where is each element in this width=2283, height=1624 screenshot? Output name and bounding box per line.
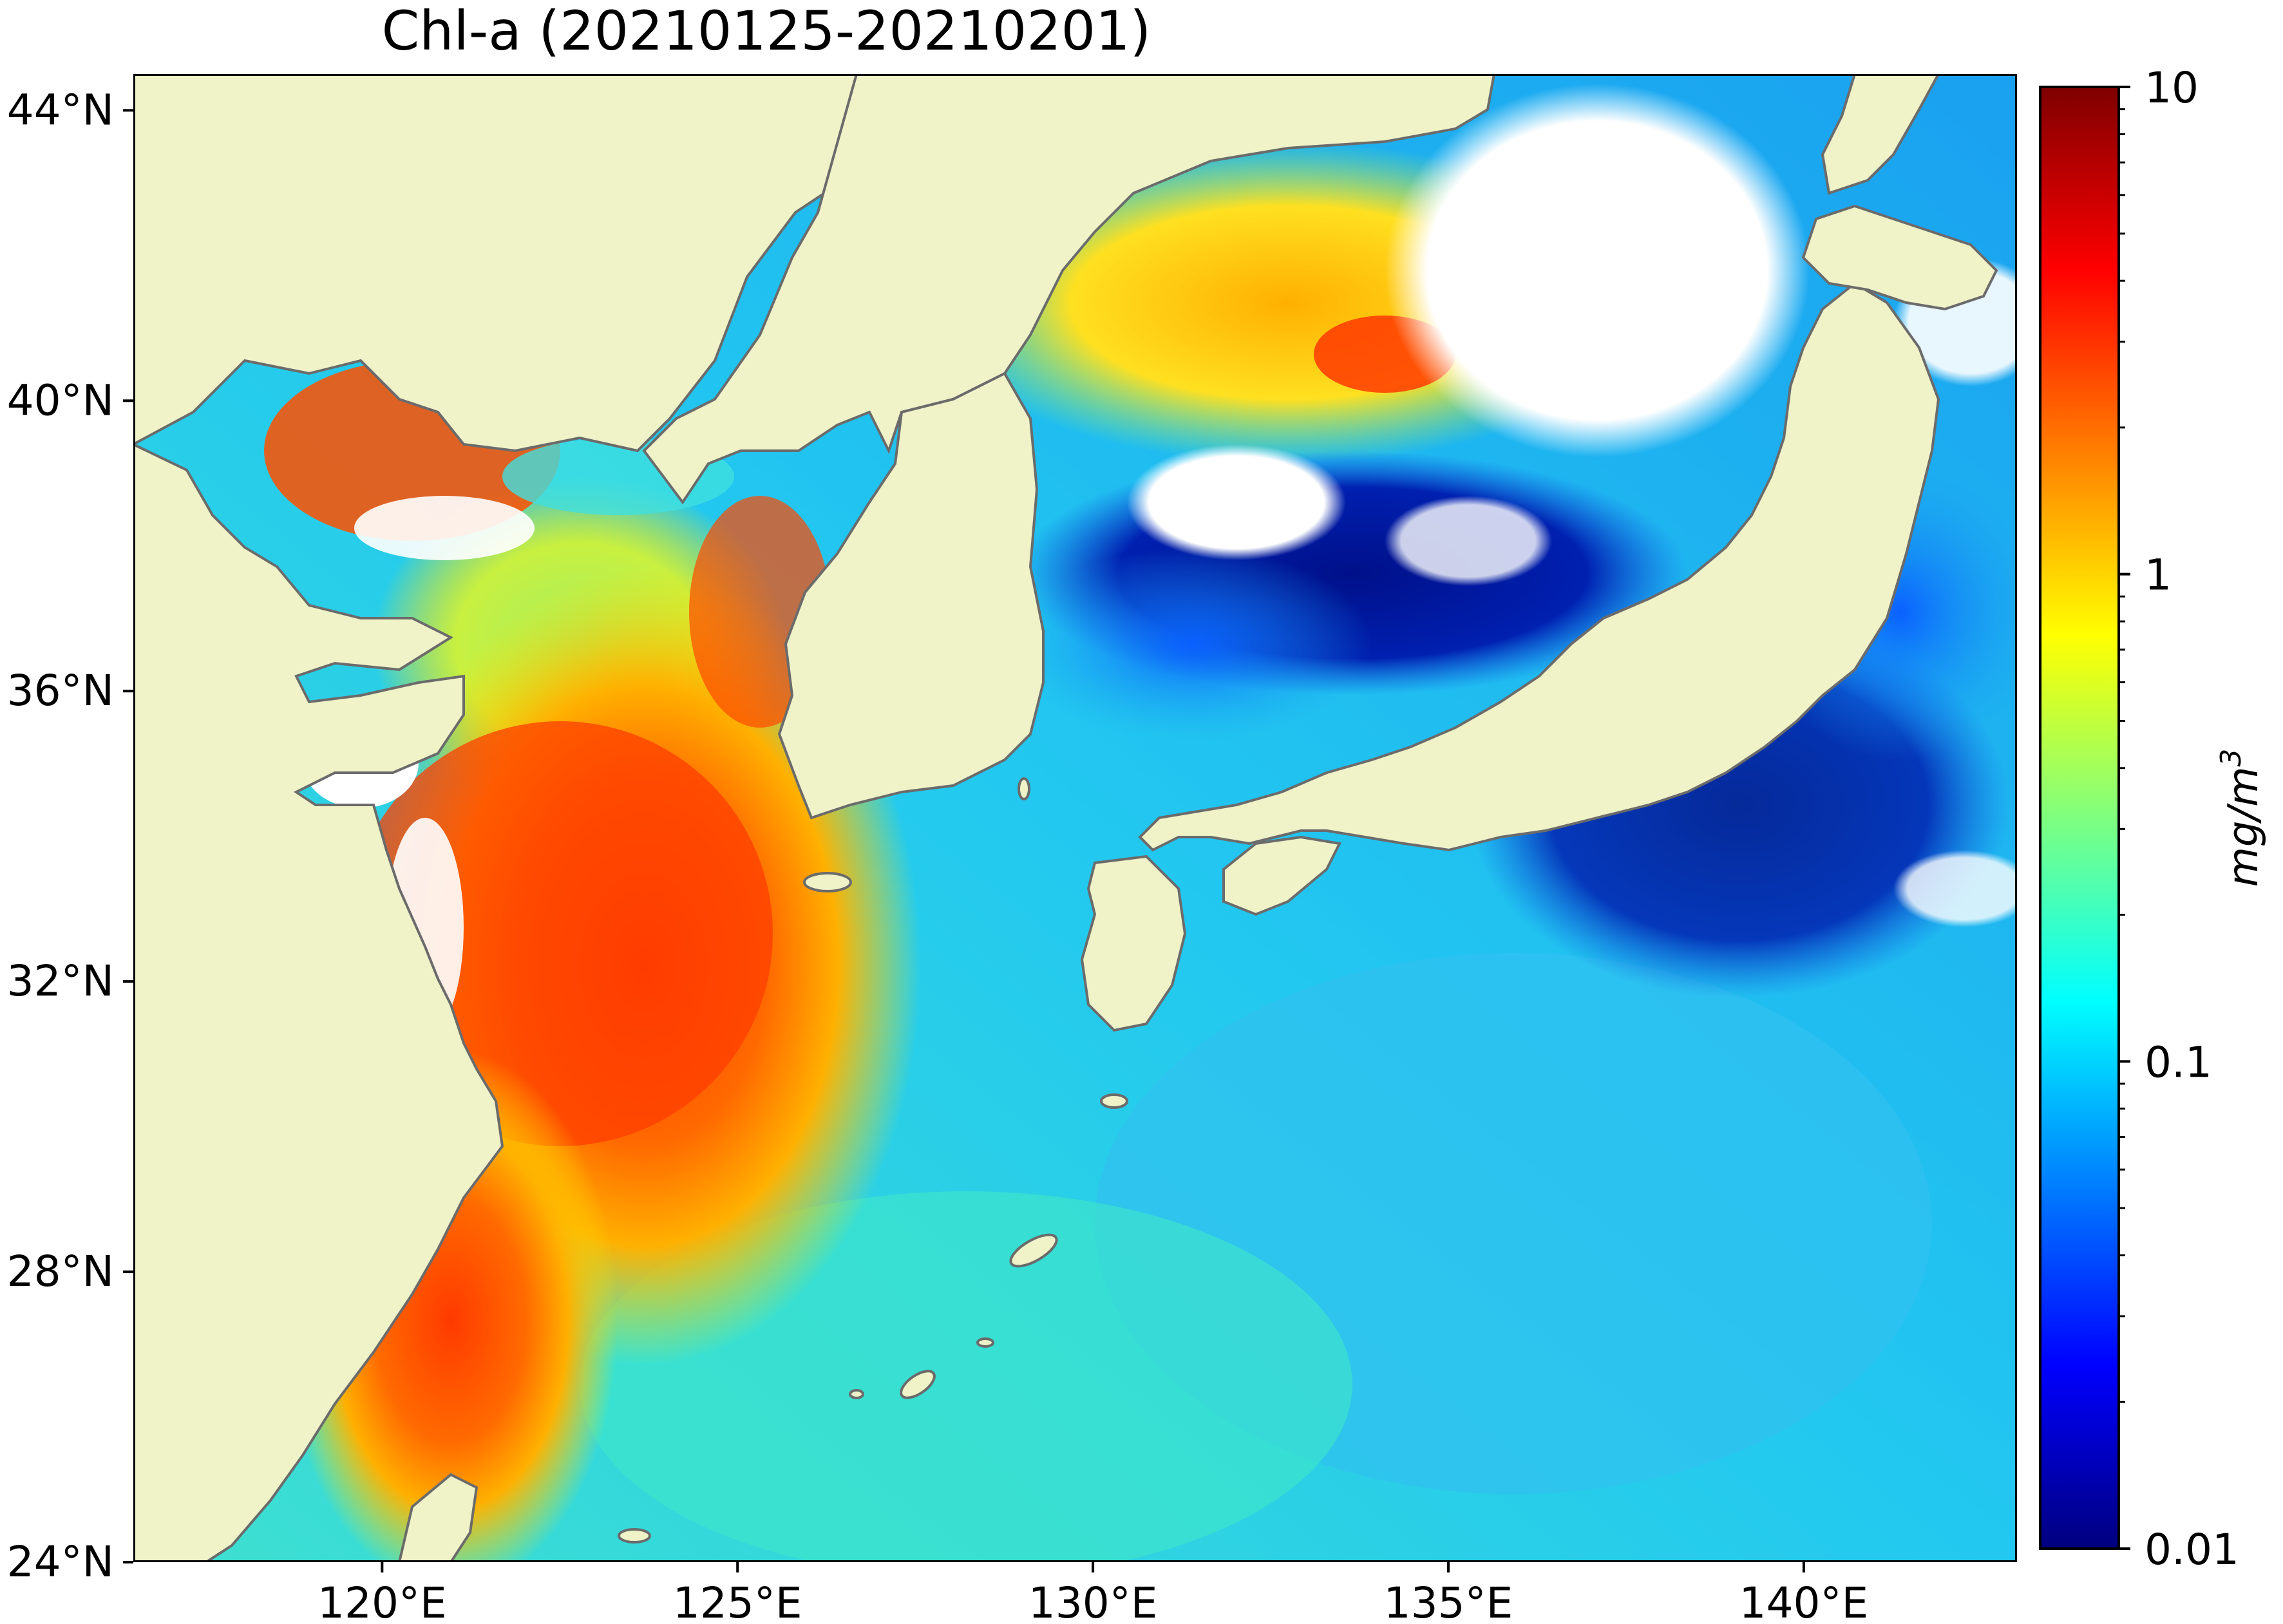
land-hokkaido [1801,204,1998,311]
land-amami [1009,1233,1058,1268]
map-panel[interactable] [133,74,2048,1591]
cloud-no-data [1385,496,1552,586]
land-jeju [803,872,852,892]
land-okinawa [900,1370,936,1399]
colorbar-unit-text: mg/m [2220,767,2268,887]
colorbar-unit-label: mg/m3 [2215,749,2268,887]
map-axes: 120°E 125°E 130°E 135°E 140°E 24°N 28°N 32°N 36°… [7,85,1869,1624]
land-areas [133,74,1998,1562]
land-islet [618,1528,651,1544]
lat-tick-label: 24°N [7,1537,114,1587]
land-kyushu [1080,854,1187,1032]
colorbar-tick-label: 10 [2145,63,2199,113]
land-manchuria [642,74,1496,505]
colorbar-tick-label: 0.1 [2145,1037,2212,1087]
lat-tick-label: 28°N [7,1247,114,1296]
land-tsushima [1018,777,1030,800]
colorbar: 10 1 0.1 0.01 mg/m3 [2039,63,2268,1574]
colorbar-unit-superscript: 3 [2215,749,2248,767]
colorbar-tick-label: 1 [2145,551,2172,600]
lon-tick-label: 140°E [1739,1578,1869,1624]
lon-tick-label: 135°E [1384,1578,1513,1624]
colorbar-tick-label: 0.01 [2145,1525,2239,1574]
lon-tick-label: 130°E [1028,1578,1158,1624]
lat-tick-label: 32°N [7,956,114,1006]
land-north-china [133,74,858,453]
no-data-area [354,496,535,560]
land-taiwan [397,1473,478,1562]
land-honshu [1138,281,1940,852]
land-islet [976,1337,994,1348]
colorbar-ramp [2039,86,2120,1550]
land-korea-peninsula [777,372,1045,820]
lat-tick-label: 40°N [7,375,114,425]
lat-tick-label: 36°N [7,666,114,715]
land-china-east-coast [133,442,504,1562]
lon-tick-label: 125°E [673,1578,802,1624]
lon-tick-label: 120°E [317,1578,447,1624]
land-shikoku [1222,835,1341,916]
land-sakhalin [1821,74,1940,195]
cloud-no-data [1385,84,1810,457]
cloud-no-data [1127,444,1346,560]
colorbar-ticks: 10 1 0.1 0.01 [2119,63,2239,1574]
lat-tick-label: 44°N [7,85,114,135]
map-title: Chl-a (20210125-20210201) [381,0,1151,62]
low-chl-patch [1011,547,1372,741]
land-islet [849,1389,864,1399]
cloud-no-data [1893,850,2017,927]
land-islet [1100,1093,1128,1109]
